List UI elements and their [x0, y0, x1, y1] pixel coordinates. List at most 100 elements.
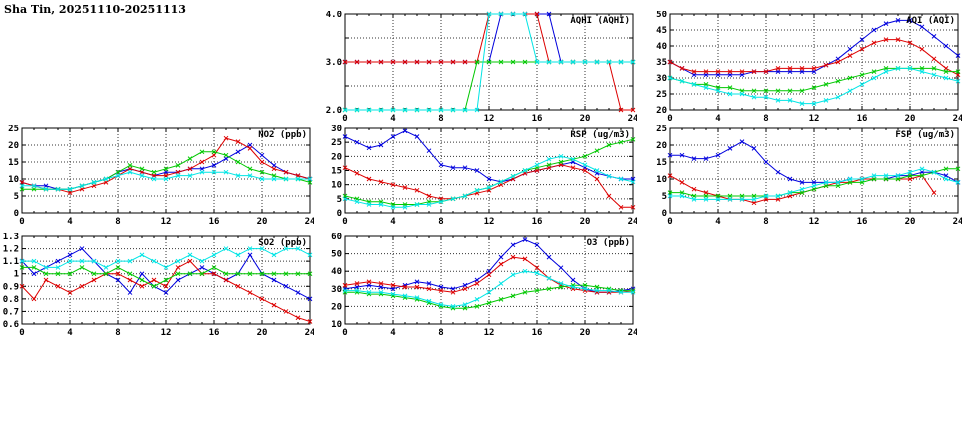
svg-text:16: 16 — [532, 217, 543, 227]
svg-text:24: 24 — [628, 114, 637, 124]
svg-text:16: 16 — [857, 217, 868, 227]
svg-text:NO2 (ppb): NO2 (ppb) — [258, 130, 307, 140]
svg-text:FSP (ug/m3): FSP (ug/m3) — [895, 130, 955, 140]
svg-text:40: 40 — [331, 267, 342, 277]
svg-text:8: 8 — [763, 114, 768, 124]
svg-text:24: 24 — [305, 217, 314, 227]
svg-text:45: 45 — [656, 26, 667, 36]
svg-text:0: 0 — [667, 114, 672, 124]
svg-text:4.0: 4.0 — [326, 11, 342, 20]
svg-text:15: 15 — [656, 158, 667, 168]
chart-fsp: 0 5 10 15 20 25 0 4 8 12 16 20 24 FSP (ug/m3) — [648, 124, 964, 227]
svg-text:12: 12 — [484, 217, 495, 227]
svg-text:20: 20 — [331, 152, 342, 162]
svg-text:1: 1 — [14, 270, 19, 280]
svg-text:25: 25 — [656, 125, 667, 134]
svg-text:0.6: 0.6 — [3, 320, 19, 330]
svg-text:16: 16 — [209, 328, 220, 338]
svg-text:40: 40 — [656, 42, 667, 52]
chart-o3: 10 20 30 40 50 60 0 4 8 12 16 20 24 O3 (ppb) — [323, 232, 639, 338]
svg-text:4: 4 — [715, 114, 721, 124]
svg-text:20: 20 — [905, 217, 916, 227]
svg-text:4: 4 — [67, 328, 73, 338]
chart-canvas-o3: 10 20 30 40 50 60 0 4 8 12 16 20 24 O3 (ppb) — [331, 232, 639, 338]
svg-text:8: 8 — [438, 328, 443, 338]
svg-text:4: 4 — [390, 114, 396, 124]
svg-text:0: 0 — [337, 209, 342, 219]
svg-text:20: 20 — [331, 302, 342, 312]
svg-text:16: 16 — [532, 114, 543, 124]
svg-text:0.7: 0.7 — [3, 307, 19, 317]
svg-text:16: 16 — [857, 114, 868, 124]
chart-canvas-so2: 0.6 0.7 0.8 0.9 1 1.1 1.2 1.3 0 4 8 12 16 20 24 SO2 (pp… — [3, 232, 316, 338]
chart-no2: 0 5 10 15 20 25 0 4 8 12 16 20 24 NO2 (ppb) — [0, 124, 316, 227]
svg-text:4: 4 — [390, 217, 396, 227]
svg-text:0: 0 — [662, 209, 667, 219]
svg-text:12: 12 — [161, 328, 172, 338]
svg-text:0.9: 0.9 — [3, 282, 19, 292]
chart-aqi: 20 25 30 35 40 45 50 0 4 8 12 16 20 24 AQI (AQI) — [648, 10, 964, 124]
svg-text:16: 16 — [532, 328, 543, 338]
svg-text:30: 30 — [331, 285, 342, 295]
svg-text:20: 20 — [257, 217, 268, 227]
svg-text:16: 16 — [209, 217, 220, 227]
svg-text:2.0: 2.0 — [326, 106, 342, 116]
svg-text:12: 12 — [484, 328, 495, 338]
svg-text:AQHI (AQHI): AQHI (AQHI) — [570, 16, 630, 26]
svg-text:0: 0 — [667, 217, 672, 227]
svg-text:20: 20 — [580, 217, 591, 227]
svg-text:1.3: 1.3 — [3, 233, 19, 242]
svg-text:8: 8 — [438, 217, 443, 227]
chart-canvas-rsp: 0 5 10 15 20 25 30 0 4 8 12 16 20 24 RSP (ug/m3) — [331, 124, 639, 227]
svg-text:3.0: 3.0 — [326, 58, 342, 68]
svg-text:0: 0 — [19, 328, 24, 338]
svg-text:12: 12 — [809, 114, 820, 124]
svg-text:60: 60 — [331, 233, 342, 242]
svg-text:20: 20 — [905, 114, 916, 124]
svg-text:35: 35 — [656, 58, 667, 68]
svg-text:25: 25 — [8, 125, 19, 134]
svg-text:24: 24 — [305, 328, 314, 338]
svg-text:24: 24 — [953, 217, 962, 227]
svg-text:1.1: 1.1 — [3, 257, 19, 267]
svg-text:8: 8 — [115, 328, 120, 338]
svg-text:0: 0 — [342, 114, 347, 124]
chart-canvas-no2: 0 5 10 15 20 25 0 4 8 12 16 20 24 NO2 (ppb) — [8, 124, 316, 227]
svg-text:12: 12 — [161, 217, 172, 227]
svg-text:10: 10 — [656, 175, 667, 185]
svg-text:8: 8 — [115, 217, 120, 227]
svg-text:AQI (AQI): AQI (AQI) — [906, 16, 955, 26]
svg-text:5: 5 — [662, 192, 667, 202]
svg-text:30: 30 — [656, 74, 667, 84]
svg-text:10: 10 — [331, 320, 342, 330]
svg-text:24: 24 — [953, 114, 962, 124]
svg-text:0: 0 — [342, 217, 347, 227]
svg-text:1.2: 1.2 — [3, 245, 19, 255]
svg-text:0: 0 — [14, 209, 19, 219]
svg-text:SO2 (ppb): SO2 (ppb) — [258, 238, 307, 248]
svg-text:20: 20 — [656, 141, 667, 151]
svg-text:20: 20 — [8, 141, 19, 151]
svg-text:12: 12 — [809, 217, 820, 227]
svg-text:0.8: 0.8 — [3, 295, 19, 305]
svg-text:50: 50 — [656, 11, 667, 20]
chart-canvas-aqi: 20 25 30 35 40 45 50 0 4 8 12 16 20 24 AQI (AQI) — [656, 10, 964, 124]
page-title: Sha Tin, 20251110-20251113 — [4, 3, 186, 16]
svg-text:20: 20 — [257, 328, 268, 338]
svg-text:12: 12 — [484, 114, 495, 124]
svg-text:24: 24 — [628, 217, 637, 227]
svg-text:RSP (ug/m3): RSP (ug/m3) — [570, 130, 630, 140]
svg-text:10: 10 — [331, 181, 342, 191]
svg-text:24: 24 — [628, 328, 637, 338]
chart-aqhi: 2.0 3.0 4.0 0 4 8 12 16 20 24 AQHI (AQHI) — [323, 10, 639, 124]
chart-rsp: 0 5 10 15 20 25 30 0 4 8 12 16 20 24 RSP (ug/m3) — [323, 124, 639, 227]
svg-text:50: 50 — [331, 250, 342, 260]
svg-text:5: 5 — [337, 195, 342, 205]
svg-text:5: 5 — [14, 192, 19, 202]
svg-text:4: 4 — [715, 217, 721, 227]
svg-text:4: 4 — [67, 217, 73, 227]
chart-canvas-fsp: 0 5 10 15 20 25 0 4 8 12 16 20 24 FSP (ug/m3) — [656, 124, 964, 227]
svg-text:10: 10 — [8, 175, 19, 185]
svg-text:15: 15 — [8, 158, 19, 168]
svg-text:4: 4 — [390, 328, 396, 338]
